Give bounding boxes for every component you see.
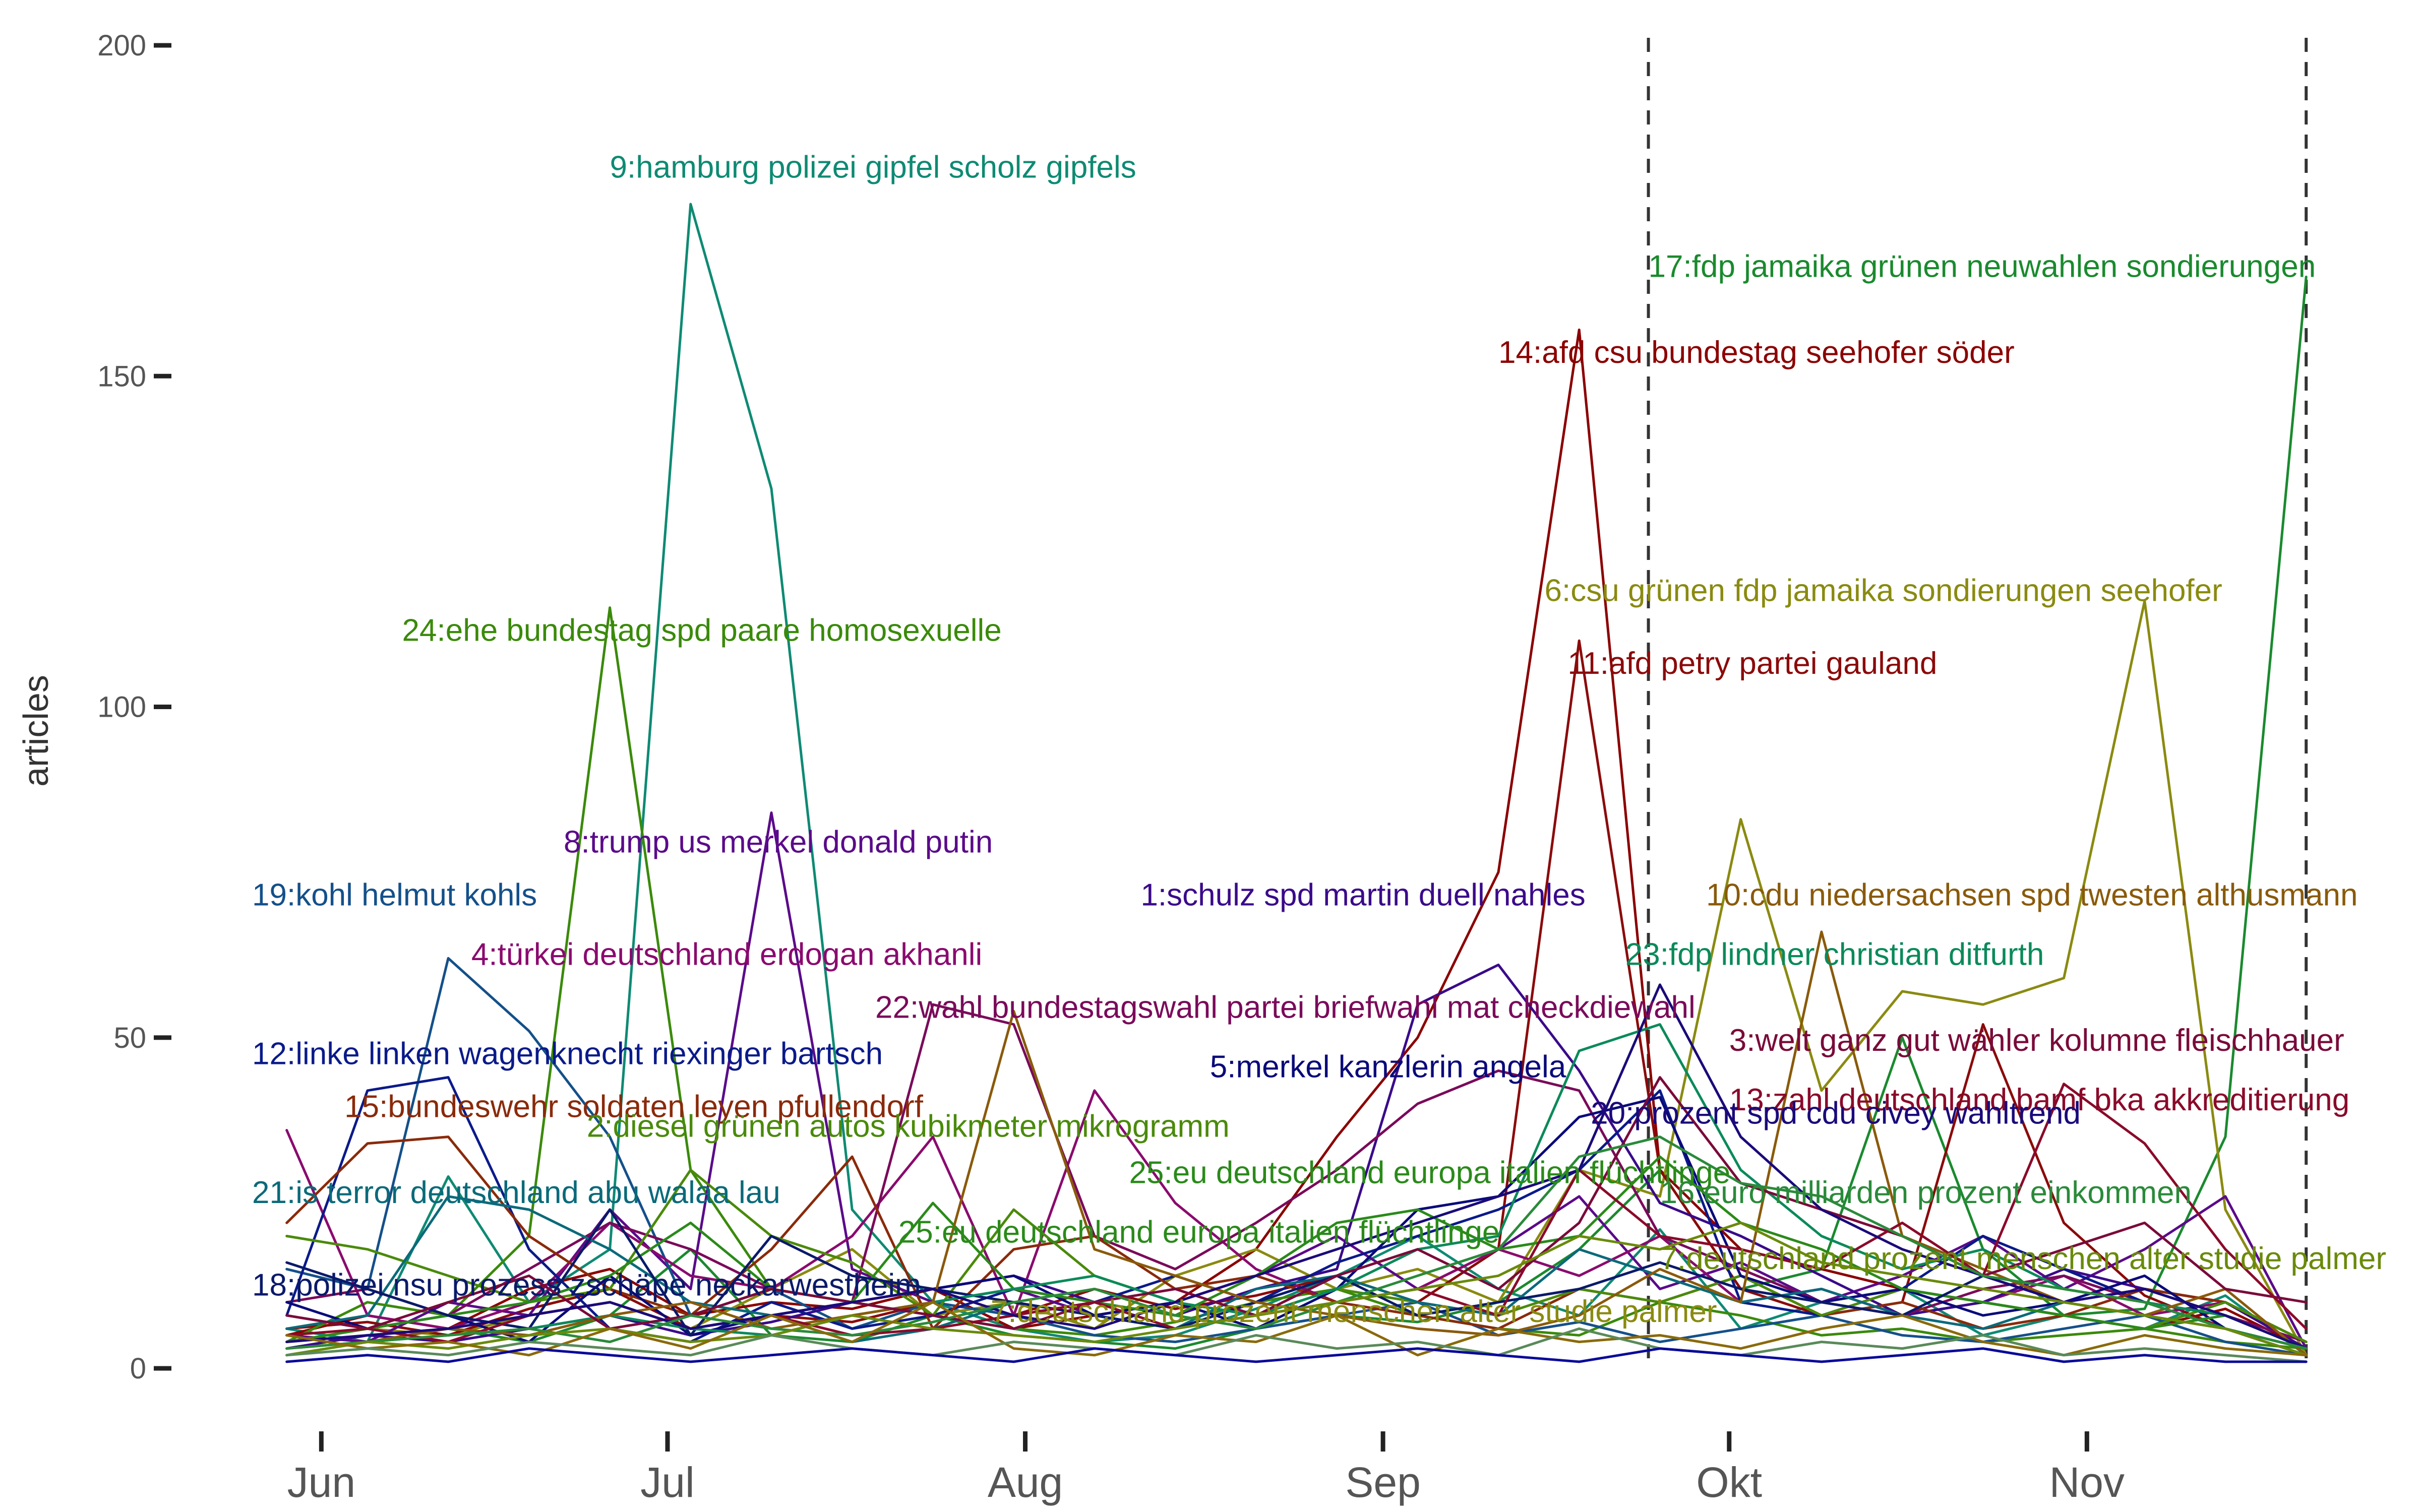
y-tick-label: 0	[130, 1352, 146, 1385]
topic-label: 9:hamburg polizei gipfel scholz gipfels	[610, 150, 1136, 185]
topic-label: 15:bundeswehr soldaten leyen pfullendorf	[344, 1089, 924, 1124]
topic-label: 14:afd csu bundestag seehofer söder	[1498, 335, 2015, 370]
series-line-19	[285, 957, 2308, 1357]
topic-label: 17:fdp jamaika grünen neuwahlen sondieru…	[1649, 249, 2316, 284]
topic-label: 5:merkel kanzlerin angela	[1210, 1050, 1566, 1085]
topic-label: 2:diesel grünen autos kubikmeter mikrogr…	[587, 1109, 1230, 1144]
series-lines	[285, 203, 2308, 1363]
topic-label: 16:euro milliarden prozent einkommen	[1660, 1175, 2192, 1210]
topic-label: 10:cdu niedersachsen spd twesten althusm…	[1706, 877, 2358, 912]
x-tick-label: Jul	[640, 1459, 694, 1506]
topic-label: 20:prozent spd cdu civey wahltrend	[1591, 1096, 2081, 1130]
series-line-25	[285, 1155, 2308, 1350]
series-line-8	[285, 811, 2308, 1350]
topic-label: 25:eu deutschland europa italien flüchtl…	[1129, 1156, 1731, 1190]
vertical-reference-lines	[1647, 38, 2308, 1368]
x-tick-label: Sep	[1345, 1459, 1420, 1506]
topic-label: 8:trump us merkel donald putin	[564, 825, 993, 859]
topic-label: 23:fdp lindner christian ditfurth	[1625, 937, 2044, 972]
topic-annotations: 9:hamburg polizei gipfel scholz gipfels 1…	[252, 150, 2386, 1330]
series-line-18	[285, 1208, 2308, 1350]
topic-label: 22:wahl bundestagswahl partei briefwahl …	[875, 990, 1696, 1025]
series-line-20	[285, 983, 2308, 1350]
topic-label: 18:polizei nsu prozess zschäpe neckarwes…	[252, 1268, 921, 1303]
topic-label: 25:eu deutschland europa italien flüchtl…	[898, 1215, 1500, 1250]
topic-label: 6:csu grünen fdp jamaika sondierungen se…	[1545, 574, 2222, 608]
topic-label: 3:welt ganz gut wähler kolumne fleischha…	[1729, 1023, 2344, 1058]
y-tick-label: 200	[97, 29, 146, 62]
series-line-21	[285, 1195, 2308, 1350]
y-tick-label: 50	[113, 1022, 146, 1054]
topic-label: 1:schulz spd martin duell nahles	[1140, 877, 1585, 912]
topic-label: 13:zahl deutschland bamf bka akkreditier…	[1729, 1083, 2349, 1117]
series-line-27	[285, 1327, 2308, 1363]
topic-label: 19:kohl helmut kohls	[252, 877, 537, 912]
y-tick-label: 150	[97, 360, 146, 393]
x-tick-label: Aug	[988, 1459, 1063, 1506]
x-tick-label: Okt	[1696, 1459, 1762, 1506]
series-line-23	[285, 1023, 2308, 1357]
topic-label: 11:afd petry partei gauland	[1567, 646, 1937, 681]
x-tick-label: Nov	[2049, 1459, 2125, 1506]
series-line-28	[285, 1347, 2308, 1363]
topic-label: 21:is terror deutschland abu walaa lau	[252, 1175, 780, 1210]
x-axis: Jun Jul Aug Sep Okt Nov	[287, 1431, 2125, 1506]
topic-label: 7:deutschland prozent menschen alter stu…	[991, 1294, 1717, 1329]
series-line-16	[285, 1136, 2308, 1350]
topic-label: 24:ehe bundestag spd paare homosexuelle	[402, 613, 1002, 648]
topic-label: 4:türkei deutschland erdogan akhanli	[471, 937, 982, 972]
topic-label: 12:linke linken wagenknecht riexinger ba…	[252, 1036, 883, 1071]
series-line-22	[285, 1003, 2308, 1343]
y-tick-label: 100	[97, 691, 146, 724]
x-tick-label: Jun	[287, 1459, 355, 1506]
topic-label: 7:deutschland prozent menschen alter stu…	[1660, 1241, 2386, 1276]
y-axis-title: articles	[16, 675, 55, 787]
y-axis: 0 50 100 150 200	[97, 29, 171, 1385]
